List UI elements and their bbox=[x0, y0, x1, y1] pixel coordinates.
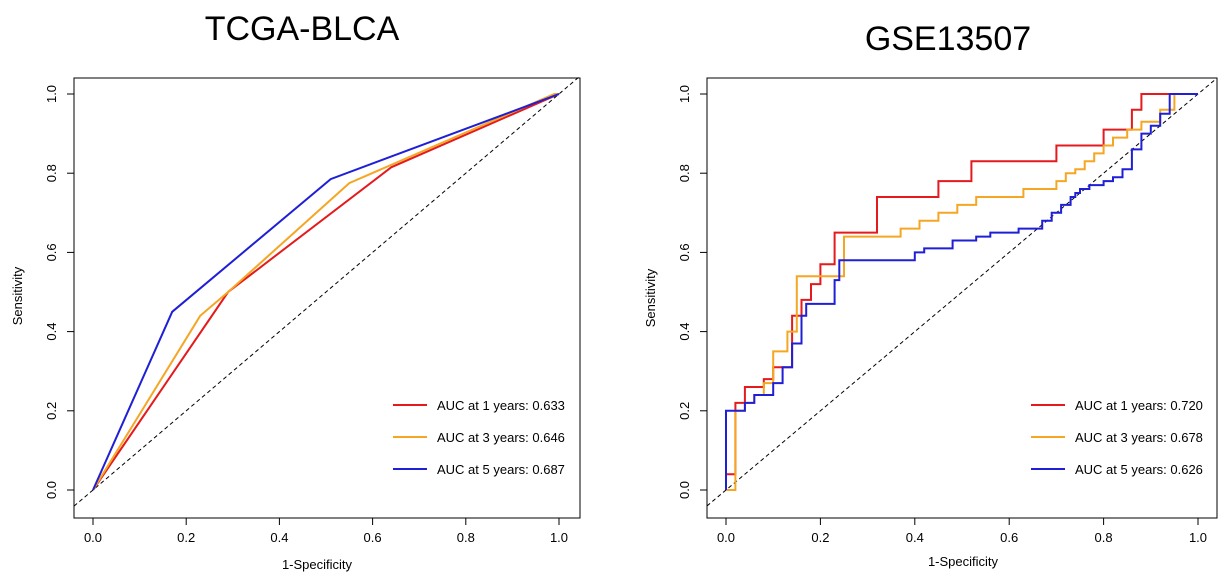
roc-curve-series-2 bbox=[726, 94, 1176, 491]
roc-curve-series-1 bbox=[725, 93, 1175, 490]
y-tick-label: 0.2 bbox=[677, 402, 692, 420]
y-axis-ticks: 0.0 0.2 0.4 0.6 0.8 1.0 bbox=[677, 85, 707, 499]
y-tick-label: 0.0 bbox=[44, 481, 59, 499]
plot-frame bbox=[73, 77, 581, 519]
y-axis-ticks: 0.0 0.2 0.4 0.6 0.8 1.0 bbox=[44, 85, 74, 499]
reference-diagonal bbox=[73, 75, 581, 507]
y-axis-label: Sensitivity bbox=[10, 266, 25, 325]
legend: AUC at 1 years: 0.633 AUC at 3 years: 0.6… bbox=[393, 398, 565, 477]
roc-curve-series-1 bbox=[92, 93, 560, 491]
x-tick-label: 0.8 bbox=[1095, 530, 1113, 545]
y-tick-label: 0.4 bbox=[677, 323, 692, 341]
legend-entry: AUC at 5 years: 0.626 bbox=[1075, 462, 1203, 477]
plot-frame bbox=[706, 77, 1218, 519]
x-tick-label: 0.2 bbox=[177, 530, 195, 545]
x-tick-label: 0.6 bbox=[364, 530, 382, 545]
roc-curve-series-3 bbox=[725, 93, 1198, 490]
chart-title: GSE13507 bbox=[865, 20, 1031, 58]
y-tick-label: 0.6 bbox=[677, 243, 692, 261]
x-tick-label: 0.6 bbox=[1000, 530, 1018, 545]
x-tick-label: 0.0 bbox=[84, 530, 102, 545]
x-tick-label: 0.4 bbox=[906, 530, 924, 545]
roc-panel-tcga-blca: TCGA-BLCA 0.0 0.2 0.4 0.6 0.8 1.0 0.00.20.40.… bbox=[10, 10, 581, 572]
y-tick-label: 0.6 bbox=[44, 243, 59, 261]
legend-entry: AUC at 5 years: 0.687 bbox=[437, 462, 565, 477]
roc-panel-gse13507: GSE13507 0.0 0.2 0.4 0.6 0.8 1.0 0.0 0.2 0.4 0.6… bbox=[643, 20, 1218, 569]
roc-curve-series-2 bbox=[92, 93, 559, 491]
roc-curve-series-3 bbox=[92, 93, 560, 491]
legend-entry: AUC at 1 years: 0.633 bbox=[437, 398, 565, 413]
x-tick-label: 1.0 bbox=[1189, 530, 1207, 545]
y-tick-label: 0.0 bbox=[677, 481, 692, 499]
x-axis-label: 1-Specificity bbox=[282, 557, 353, 572]
x-tick-label: 0.0 bbox=[717, 530, 735, 545]
x-axis-label: 1-Specificity bbox=[928, 554, 999, 569]
y-tick-label: 1.0 bbox=[677, 85, 692, 103]
y-tick-label: 1.0 bbox=[44, 85, 59, 103]
y-axis-label: Sensitivity bbox=[643, 268, 658, 327]
y-tick-label: 0.4 bbox=[44, 323, 59, 341]
x-tick-label: 1.0 bbox=[550, 530, 568, 545]
x-tick-label: 0.4 bbox=[270, 530, 288, 545]
roc-curves bbox=[92, 93, 560, 491]
chart-title: TCGA-BLCA bbox=[205, 10, 400, 48]
legend-entry: AUC at 3 years: 0.646 bbox=[437, 430, 565, 445]
x-tick-label: 0.8 bbox=[457, 530, 475, 545]
x-tick-label: 0.2 bbox=[811, 530, 829, 545]
legend-entry: AUC at 3 years: 0.678 bbox=[1075, 430, 1203, 445]
roc-curves bbox=[725, 93, 1198, 491]
y-tick-label: 0.8 bbox=[44, 164, 59, 182]
y-tick-label: 0.2 bbox=[44, 402, 59, 420]
legend: AUC at 1 years: 0.720 AUC at 3 years: 0.6… bbox=[1031, 398, 1203, 477]
y-tick-label: 0.8 bbox=[677, 164, 692, 182]
x-axis-ticks: 0.0 0.2 0.4 0.6 0.8 1.0 bbox=[717, 518, 1207, 545]
legend-entry: AUC at 1 years: 0.720 bbox=[1075, 398, 1203, 413]
x-axis-ticks: 0.0 0.2 0.4 0.6 0.8 1.0 bbox=[84, 518, 568, 545]
